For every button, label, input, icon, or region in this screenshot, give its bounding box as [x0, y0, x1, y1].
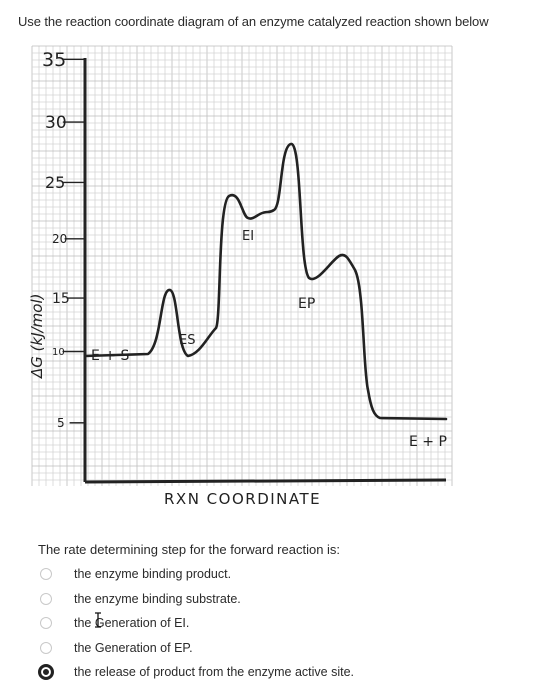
y-tick-label: 15 [52, 291, 70, 307]
radio-button[interactable] [40, 617, 52, 630]
radio-button[interactable] [40, 592, 52, 605]
option-label: the Generation of EI. [74, 616, 190, 631]
label-ei: EI [242, 229, 254, 244]
radio-button-selected[interactable] [38, 664, 54, 681]
option-generation-of-ep[interactable]: the Generation of EP. [38, 636, 518, 661]
label-e-plus-p: E + P [409, 434, 447, 450]
option-label: the enzyme binding product. [74, 567, 232, 582]
option-label: the enzyme binding substrate. [74, 591, 241, 606]
label-e-plus-s: E + S [91, 348, 129, 364]
y-tick-label: 20 [52, 232, 67, 246]
reaction-coordinate-diagram: 35 30 25 20 15 10 5 ΔG (kJ/mol) E + S ES EI EP… [12, 38, 532, 528]
x-axis-label: RXN COORDINATE [164, 490, 321, 508]
graph-paper-grid [31, 45, 453, 486]
y-tick-label: 30 [45, 113, 67, 133]
option-enzyme-binding-product[interactable]: the enzyme binding product. [38, 562, 518, 587]
answer-options: the enzyme binding product. the enzyme b… [38, 562, 518, 685]
y-tick-label: 10 [52, 347, 65, 358]
option-release-of-product[interactable]: the release of product from the enzyme a… [38, 660, 518, 685]
y-axis-label: ΔG (kJ/mol) [28, 294, 46, 379]
text-cursor-icon [95, 612, 101, 628]
radio-button[interactable] [40, 641, 52, 654]
x-axis [84, 478, 447, 484]
y-tick-label: 5 [57, 416, 65, 430]
option-label: the Generation of EP. [74, 640, 193, 655]
option-enzyme-binding-substrate[interactable]: the enzyme binding substrate. [38, 587, 518, 612]
energy-curve [83, 142, 448, 421]
y-tick-label: 25 [45, 173, 65, 192]
y-axis-ticks: 35 30 25 20 15 10 5 [42, 49, 85, 430]
option-generation-of-ei[interactable]: the Generation of EI. [38, 611, 518, 636]
label-ep: EP [298, 296, 315, 312]
y-tick-label: 35 [42, 49, 66, 71]
diagram-canvas: 35 30 25 20 15 10 5 ΔG (kJ/mol) E + S ES EI EP… [28, 45, 453, 508]
option-label: the release of product from the enzyme a… [74, 665, 354, 680]
radio-button[interactable] [40, 568, 52, 581]
question-prompt: The rate determining step for the forwar… [38, 542, 341, 557]
label-es: ES [179, 333, 195, 348]
question-text: Use the reaction coordinate diagram of a… [18, 14, 489, 29]
